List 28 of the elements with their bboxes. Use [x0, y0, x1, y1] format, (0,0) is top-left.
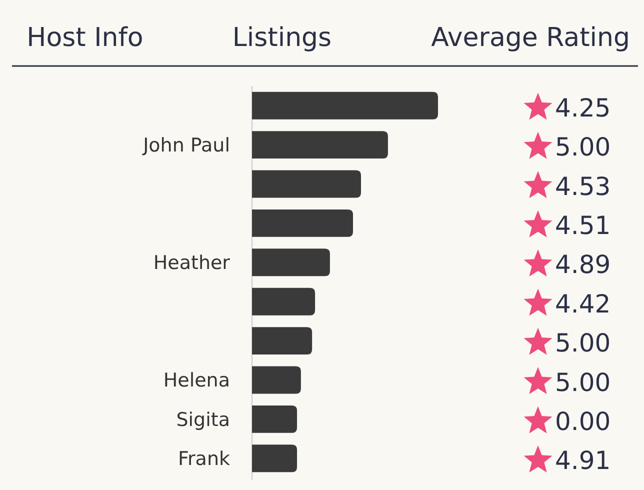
text: 4.51 — [555, 210, 611, 240]
text: 4.53 — [555, 172, 611, 201]
text: 5.00 — [555, 328, 611, 358]
bar — [252, 405, 298, 433]
y-axis-title: Host Info — [26, 23, 144, 54]
y-tick-label: Sigita — [176, 408, 230, 431]
bar — [252, 444, 298, 472]
text: 4.42 — [555, 289, 611, 318]
bar — [252, 327, 312, 355]
text: 4.89 — [555, 250, 611, 280]
x-axis-title: Listings — [232, 23, 332, 54]
y-tick-label: Frank — [178, 448, 230, 470]
text: 5.00 — [555, 368, 611, 397]
text: 4.25 — [555, 93, 611, 122]
text: 0.00 — [555, 406, 611, 436]
y-tick-label: Heather — [153, 252, 230, 274]
bar — [252, 248, 330, 276]
bar — [252, 288, 316, 316]
y-tick-label: John Paul — [142, 134, 230, 156]
bar — [252, 131, 388, 159]
bar — [252, 366, 301, 394]
bar — [252, 170, 361, 198]
bar — [252, 209, 353, 237]
bar — [252, 92, 438, 120]
text: 5.00 — [555, 132, 611, 162]
text: 4.91 — [555, 446, 611, 476]
y2-axis-title: Average Rating — [431, 23, 630, 54]
y-tick-label: Helena — [163, 370, 230, 392]
